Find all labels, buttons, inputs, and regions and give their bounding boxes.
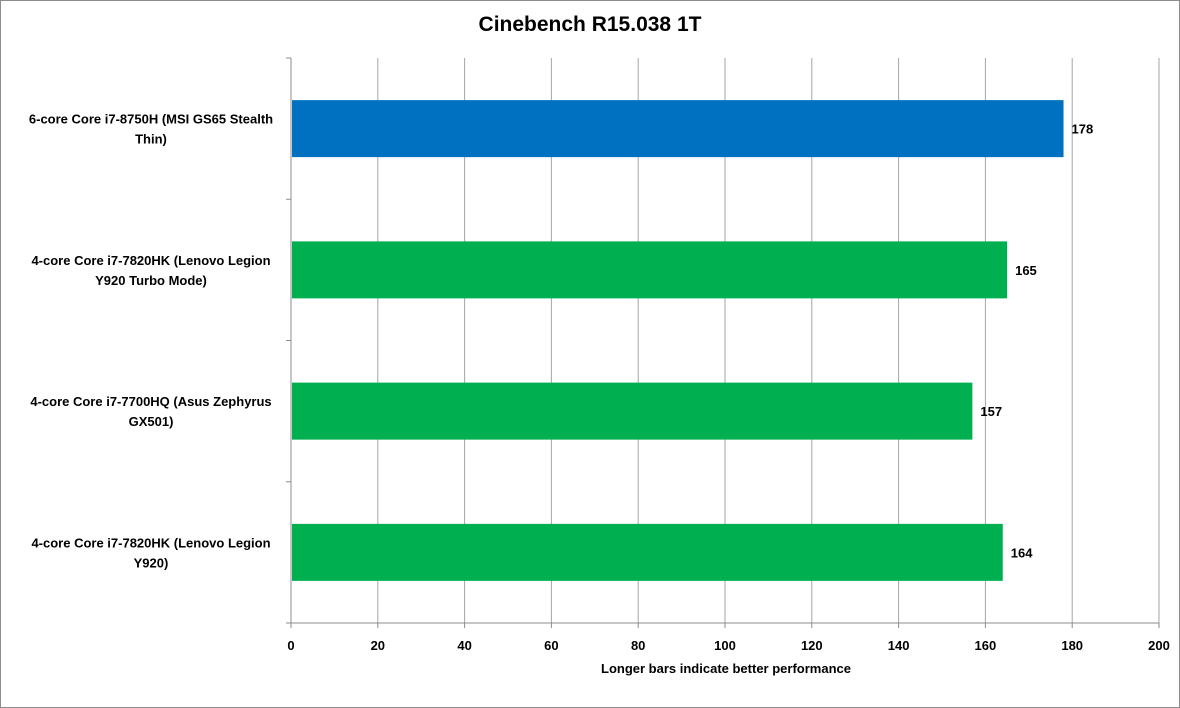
x-tick-label: 60 [544,638,558,653]
x-tick-label: 140 [888,638,910,653]
category-label: Y920 Turbo Mode) [95,273,207,288]
category-label: 4-core Core i7-7820HK (Lenovo Legion [31,535,270,550]
x-tick-label: 100 [714,638,736,653]
category-label: 4-core Core i7-7700HQ (Asus Zephyrus [30,394,271,409]
data-label: 178 [1072,122,1094,137]
category-label: GX501) [129,414,174,429]
category-label: 6-core Core i7-8750H (MSI GS65 Stealth [29,112,273,127]
data-label: 164 [1011,545,1033,560]
bar [292,382,973,440]
x-tick-label: 180 [1061,638,1083,653]
x-tick-label: 160 [975,638,997,653]
data-label: 165 [1015,263,1037,278]
bar [292,241,1008,299]
x-tick-label: 40 [457,638,471,653]
bar [292,523,1003,581]
x-tick-label: 80 [631,638,645,653]
x-tick-label: 0 [287,638,294,653]
bars [292,100,1064,581]
category-label: 4-core Core i7-7820HK (Lenovo Legion [31,253,270,268]
bar [292,100,1064,158]
x-tick-label: 120 [801,638,823,653]
category-label: Thin) [135,132,167,147]
x-tick-label: 20 [371,638,385,653]
x-axis-title: Longer bars indicate better performance [601,661,851,676]
x-tick-label: 200 [1148,638,1170,653]
axes [286,57,1160,628]
category-label: Y920) [134,555,169,570]
labels: 0 20 40 60 80 100 120 140 160 180 200 6-core Core i… [29,112,1170,653]
chart-title: Cinebench R15.038 1T [478,13,702,36]
data-label: 157 [980,404,1002,419]
